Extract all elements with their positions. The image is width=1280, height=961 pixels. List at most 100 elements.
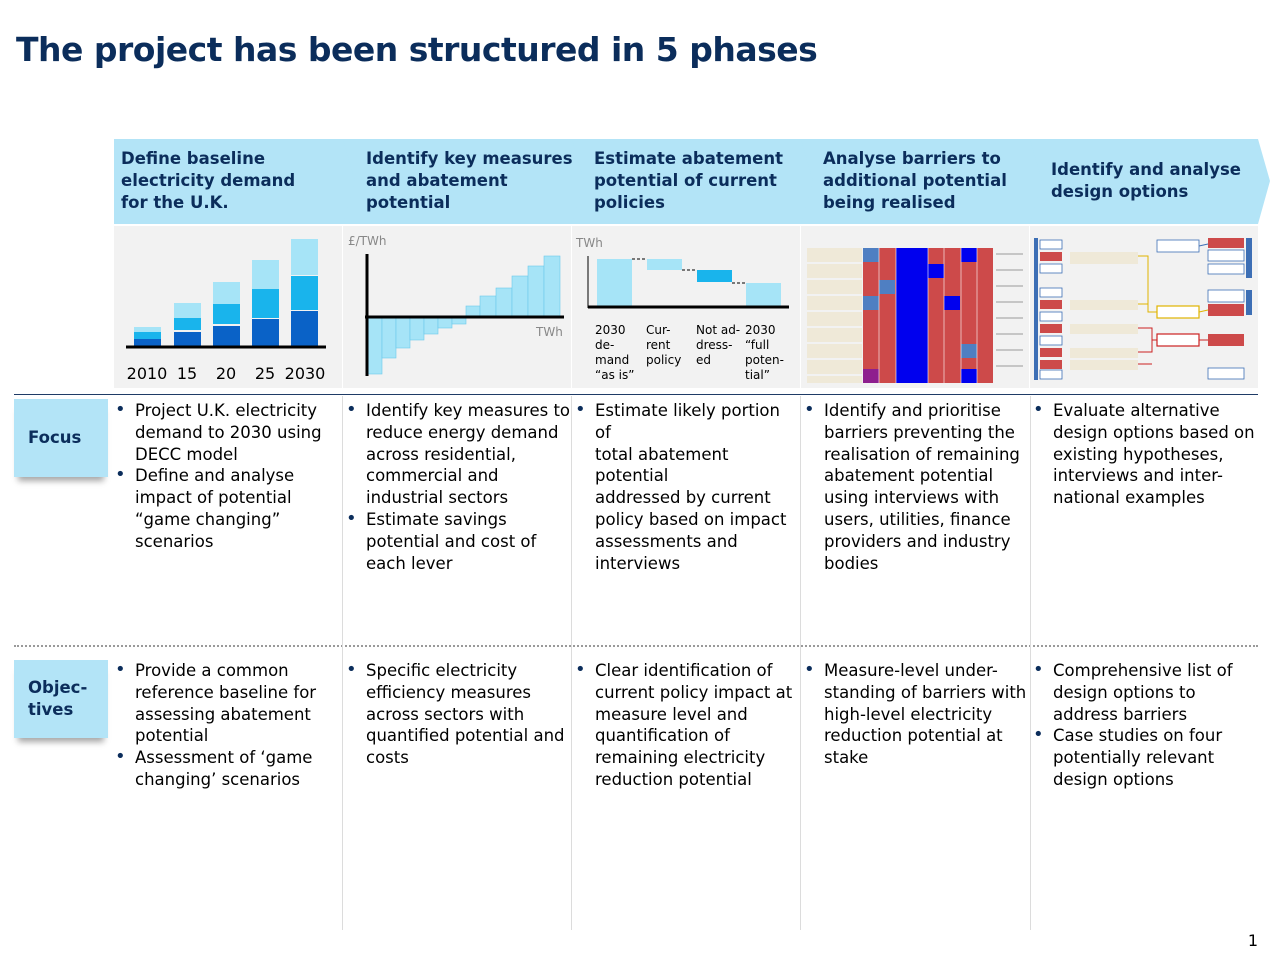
focus-list-phase-2: Identify key measures to reduce energy d…	[345, 399, 571, 574]
list-item-line: across residential,	[366, 444, 516, 464]
list-item-line: quantification of	[595, 726, 730, 746]
list-item-line: national examples	[1053, 488, 1205, 508]
chevron-shape	[343, 139, 585, 224]
list-item-line: addressed by current	[595, 488, 771, 508]
list-item-line: costs	[366, 748, 409, 768]
bar-demand-as-is	[597, 259, 632, 306]
list-item-line: Specific electricity	[366, 661, 518, 680]
list-item-line: impact of potential	[135, 488, 292, 508]
phase-1-header: Define baseline electricity demand for t…	[114, 139, 357, 224]
bar-current-policy	[647, 259, 682, 270]
list-item-line: potential	[135, 726, 209, 746]
x-tick-label: 2030	[285, 364, 326, 383]
waterfall-label: policy	[646, 353, 681, 367]
list-item-line: interviews	[595, 553, 681, 573]
list-item-line: Evaluate alternative	[1053, 401, 1220, 420]
focus-list-phase-5: Evaluate alternative design options base…	[1032, 399, 1268, 509]
bar-2020	[213, 282, 240, 346]
chevron-shape	[801, 139, 1043, 224]
list-item-line: reduction potential at	[824, 726, 1003, 746]
phase-5-line-1: Identify and analyse	[1051, 160, 1241, 179]
list-item-line: assessing abatement	[135, 704, 311, 724]
left-bar	[1034, 238, 1038, 380]
list-item-line: Define and analyse	[135, 466, 295, 486]
list-item-line: across sectors with	[366, 704, 525, 724]
phase-2-line-1: Identify key measures	[366, 149, 573, 168]
hypothesis-boxes	[1070, 252, 1138, 370]
waterfall-label: Not ad-	[696, 323, 740, 337]
list-item-line: interviews and inter-	[1053, 466, 1223, 486]
phase-3-header: Estimate abatement potential of current …	[572, 139, 815, 224]
list-item: Comprehensive list of design options to …	[1032, 659, 1268, 725]
phase-3-line-2: potential of current	[594, 171, 777, 190]
list-item-line: industrial sectors	[366, 488, 509, 508]
list-item-line: design options to	[1053, 682, 1196, 702]
header-divider	[14, 394, 1258, 395]
waterfall-label: poten-	[745, 353, 784, 367]
notes-column	[996, 253, 1023, 367]
phase-2-header: Identify key measures and abatement pote…	[343, 139, 586, 224]
bar-full-potential	[746, 283, 781, 306]
list-item-line: stake	[824, 748, 869, 768]
list-item-line: Estimate likely portion of	[595, 401, 780, 442]
page-number: 1	[1247, 931, 1258, 950]
list-item: Clear identification of current policy i…	[574, 659, 800, 791]
phase-2-line-3: potential	[366, 193, 451, 212]
approach-box	[1156, 239, 1200, 253]
connector-lines	[632, 258, 746, 284]
waterfall-label: mand	[595, 353, 629, 367]
list-item-line: Assessment of ‘game	[135, 748, 313, 768]
list-item-line: reference baseline for	[135, 682, 317, 702]
waterfall-label: 2030	[595, 323, 626, 337]
y-axis-label: TWh	[575, 236, 603, 250]
waterfall-label: ed	[696, 353, 711, 367]
focus-list-phase-4: Identify and prioritise barriers prevent…	[803, 399, 1029, 574]
list-item-line: Project U.K. electricity	[135, 401, 318, 420]
list-item: Evaluate alternative design options base…	[1032, 399, 1268, 509]
list-item-line: Identify and prioritise	[824, 401, 1001, 420]
list-item: Project U.K. electricity demand to 2030 …	[114, 399, 342, 465]
column-divider	[571, 396, 572, 930]
list-item: Estimate likely portion of total abateme…	[574, 399, 800, 574]
y-axis-label: £/TWh	[348, 234, 386, 248]
stacked-bar-graphic: 2010 15 20 25 2030	[126, 239, 326, 383]
list-item-line: commercial and	[366, 466, 499, 486]
list-item: Define and analyse impact of potential “…	[114, 464, 342, 552]
barrier-boxes	[1039, 239, 1063, 380]
agreement-box	[1156, 333, 1200, 347]
objectives-list-phase-3: Clear identification of current policy i…	[574, 659, 800, 791]
phase-1-title: Define baseline electricity demand for t…	[121, 148, 336, 214]
barrier-highlights	[1040, 252, 1062, 369]
list-item-line: total abatement potential	[595, 444, 729, 486]
list-item-line: existing hypotheses,	[1053, 444, 1224, 464]
chevron-shape	[1030, 139, 1270, 224]
list-item-line: reduction potential	[595, 769, 752, 789]
waterfall-label: “as is”	[595, 368, 634, 382]
list-item-line: quantified potential and	[366, 726, 565, 746]
objectives-list-phase-2: Specific electricity efficiency measures…	[345, 659, 571, 769]
waterfall-label: 2030	[745, 323, 776, 337]
chevron-shape	[572, 139, 814, 224]
barrier-matrix-thumbnail	[801, 226, 1029, 388]
objectives-label-text: Objec- tives	[14, 677, 87, 721]
chevron-shape	[114, 139, 356, 224]
objectives-label-line-1: Objec-	[28, 678, 88, 697]
solution-boxes	[1207, 249, 1245, 380]
list-item: Assessment of ‘game changing’ scenarios	[114, 746, 342, 791]
design-options-thumbnail	[1030, 226, 1258, 388]
list-item-line: providers and industry	[824, 531, 1011, 551]
phase-3-title: Estimate abatement potential of current …	[594, 148, 809, 214]
list-item-line: demand to 2030 using	[135, 422, 322, 442]
objectives-list-phase-5: Comprehensive list of design options to …	[1032, 659, 1268, 791]
list-item-line: Estimate savings	[366, 509, 507, 529]
abatement-cost-curve: £/TWh TWh	[343, 226, 571, 388]
phase-3-line-1: Estimate abatement	[594, 149, 783, 168]
right-bar-mid	[1246, 290, 1252, 315]
list-item-line: realisation of remaining	[824, 444, 1020, 464]
list-item-line: address barriers	[1053, 704, 1188, 724]
phase-3-line-3: policies	[594, 193, 665, 212]
list-item-line: policy based on impact	[595, 509, 787, 529]
focus-list-phase-3: Estimate likely portion of total abateme…	[574, 399, 800, 574]
focus-list-phase-1: Project U.K. electricity demand to 2030 …	[114, 399, 342, 553]
list-item-line: Measure-level under-	[824, 661, 998, 680]
